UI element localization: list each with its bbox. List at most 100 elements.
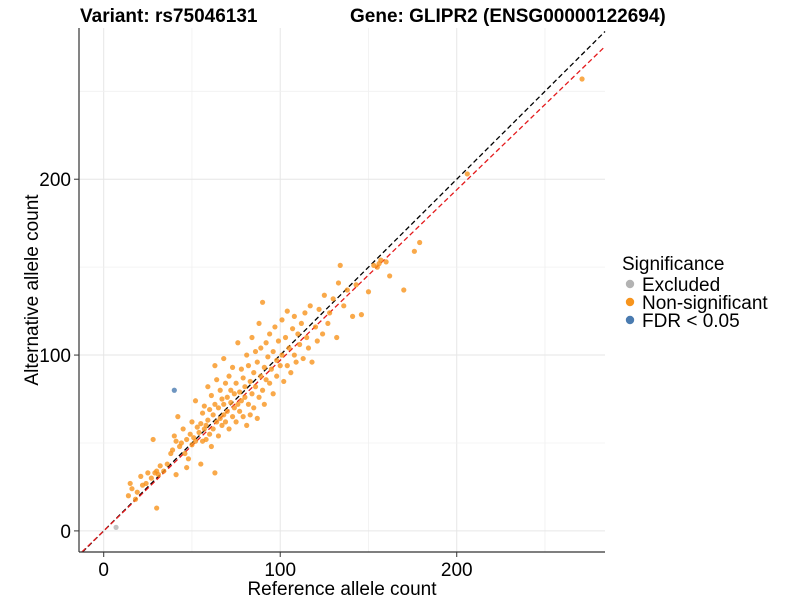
point-non-significant bbox=[341, 303, 347, 309]
point-non-significant bbox=[173, 472, 179, 478]
point-non-significant bbox=[244, 352, 250, 358]
point-non-significant bbox=[189, 442, 195, 448]
point-non-significant bbox=[349, 313, 356, 319]
point-non-significant bbox=[229, 364, 236, 370]
point-non-significant bbox=[189, 419, 195, 425]
point-non-significant bbox=[267, 380, 273, 386]
point-non-significant bbox=[212, 401, 218, 407]
point-non-significant bbox=[256, 394, 262, 400]
point-non-significant bbox=[184, 464, 190, 471]
point-non-significant bbox=[231, 405, 237, 411]
point-non-significant bbox=[358, 312, 365, 318]
point-non-significant bbox=[247, 378, 253, 385]
legend-key-non-significant bbox=[625, 297, 635, 307]
legend-label-excluded: Excluded bbox=[642, 275, 720, 296]
point-non-significant bbox=[157, 463, 163, 469]
point-non-significant bbox=[148, 475, 154, 481]
point-non-significant bbox=[330, 296, 336, 302]
point-non-significant bbox=[252, 348, 259, 355]
point-non-significant bbox=[327, 310, 333, 316]
point-non-significant bbox=[129, 486, 135, 492]
point-non-significant bbox=[226, 373, 232, 379]
point-non-significant bbox=[228, 387, 234, 393]
point-non-significant bbox=[281, 378, 287, 385]
point-non-significant bbox=[173, 438, 179, 444]
point-non-significant bbox=[222, 419, 229, 425]
point-non-significant bbox=[464, 171, 470, 177]
point-non-significant bbox=[274, 357, 280, 363]
point-non-significant bbox=[154, 505, 160, 511]
point-non-significant bbox=[297, 341, 303, 348]
point-non-significant bbox=[199, 410, 206, 416]
point-non-significant bbox=[387, 273, 393, 279]
point-non-significant bbox=[180, 426, 186, 432]
point-non-significant bbox=[208, 443, 214, 450]
point-non-significant bbox=[217, 387, 223, 393]
point-non-significant bbox=[302, 310, 308, 316]
point-non-significant bbox=[194, 424, 200, 430]
chart-title-gene: Gene: GLIPR2 (ENSG00000122694) bbox=[350, 6, 666, 27]
legend-title: Significance bbox=[622, 254, 724, 275]
point-non-significant bbox=[238, 366, 244, 372]
point-non-significant bbox=[242, 394, 248, 400]
point-non-significant bbox=[231, 391, 237, 397]
point-non-significant bbox=[321, 292, 327, 298]
point-non-significant bbox=[334, 334, 340, 341]
point-non-significant bbox=[286, 345, 292, 351]
point-non-significant bbox=[307, 303, 313, 309]
point-non-significant bbox=[291, 313, 297, 319]
point-non-significant bbox=[205, 384, 211, 390]
point-non-significant bbox=[259, 299, 266, 305]
point-non-significant bbox=[221, 355, 227, 362]
x-tick-label: 200 bbox=[441, 560, 473, 581]
point-non-significant bbox=[221, 412, 227, 418]
point-non-significant bbox=[215, 405, 222, 411]
point-non-significant bbox=[244, 422, 250, 428]
point-non-significant bbox=[272, 324, 278, 330]
point-non-significant bbox=[132, 496, 139, 502]
point-non-significant bbox=[337, 262, 343, 268]
point-non-significant bbox=[284, 363, 290, 369]
point-non-significant bbox=[245, 401, 252, 407]
point-non-significant bbox=[217, 415, 223, 421]
point-non-significant bbox=[245, 363, 252, 369]
point-non-significant bbox=[210, 426, 216, 432]
point-non-significant bbox=[288, 370, 294, 376]
point-non-significant bbox=[184, 436, 190, 443]
point-non-significant bbox=[325, 320, 331, 327]
point-non-significant bbox=[150, 436, 156, 443]
point-non-significant bbox=[263, 377, 269, 383]
point-non-significant bbox=[270, 391, 276, 397]
point-non-significant bbox=[282, 334, 289, 341]
legend-label-fdr-0-05: FDR < 0.05 bbox=[642, 311, 740, 332]
point-non-significant bbox=[214, 377, 220, 383]
point-non-significant bbox=[240, 414, 246, 420]
point-non-significant bbox=[312, 324, 319, 330]
point-non-significant bbox=[289, 326, 296, 332]
fit-line bbox=[81, 46, 606, 553]
y-tick-label: 200 bbox=[39, 170, 71, 191]
point-non-significant bbox=[238, 398, 244, 404]
point-non-significant bbox=[237, 389, 243, 395]
point-non-significant bbox=[219, 396, 225, 402]
point-non-significant bbox=[579, 76, 585, 82]
point-non-significant bbox=[134, 489, 140, 495]
point-non-significant bbox=[171, 433, 177, 439]
ticks: 0 100 200 0 100 200 bbox=[39, 170, 472, 581]
point-non-significant bbox=[235, 401, 241, 407]
y-axis-label: Alternative allele count bbox=[22, 194, 43, 386]
point-non-significant bbox=[237, 408, 243, 414]
point-non-significant bbox=[293, 359, 299, 365]
point-non-significant bbox=[222, 380, 229, 386]
point-non-significant bbox=[169, 447, 176, 453]
point-non-significant bbox=[344, 287, 350, 293]
point-non-significant bbox=[279, 317, 285, 323]
point-non-significant bbox=[378, 257, 384, 263]
point-non-significant bbox=[319, 331, 326, 337]
point-non-significant bbox=[208, 392, 214, 399]
point-non-significant bbox=[309, 359, 315, 365]
point-non-significant bbox=[138, 473, 144, 479]
point-non-significant bbox=[258, 345, 264, 351]
point-non-significant bbox=[233, 380, 239, 386]
point-non-significant bbox=[256, 320, 262, 327]
